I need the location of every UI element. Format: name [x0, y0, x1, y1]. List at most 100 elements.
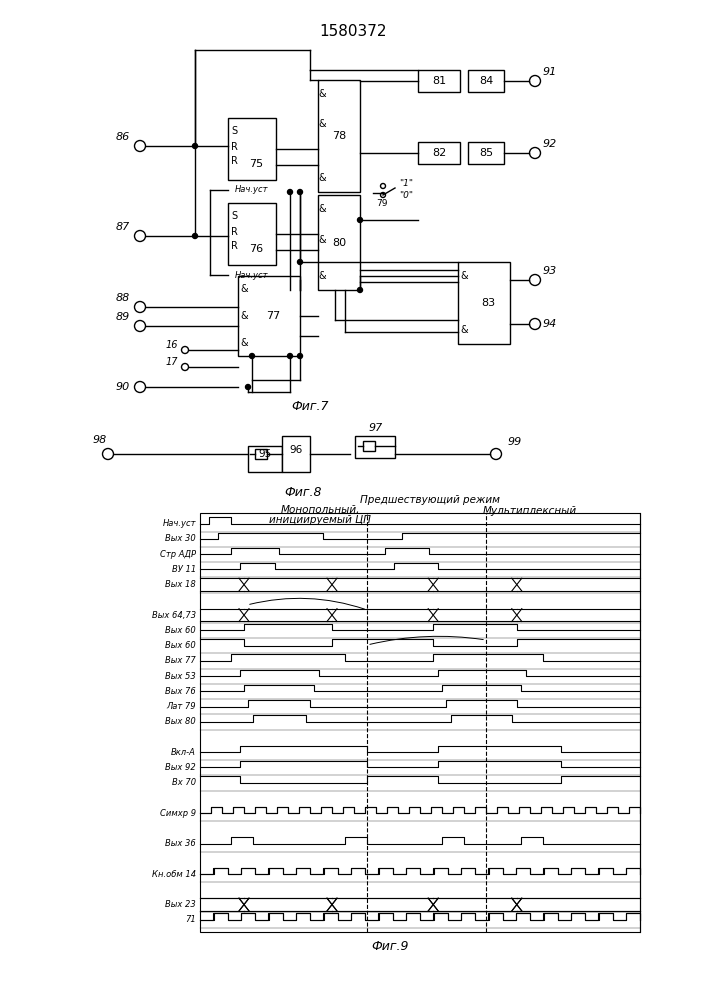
- Bar: [418, 70, 460, 92]
- Text: R: R: [230, 241, 238, 251]
- Text: 96: 96: [289, 445, 303, 455]
- Bar: [468, 142, 504, 164]
- Bar: [458, 262, 510, 344]
- Text: 71: 71: [185, 915, 196, 924]
- Text: Стр АДР: Стр АДР: [160, 550, 196, 559]
- Bar: [282, 436, 310, 472]
- Bar: [255, 449, 267, 459]
- Text: 76: 76: [249, 244, 263, 254]
- Text: &: &: [240, 284, 248, 294]
- Text: Вх 70: Вх 70: [172, 778, 196, 787]
- Text: Вых 23: Вых 23: [165, 900, 196, 909]
- Circle shape: [298, 354, 303, 359]
- Text: Нач.уст: Нач.уст: [235, 186, 269, 194]
- Text: Нач.уст: Нач.уст: [163, 519, 196, 528]
- Text: &: &: [318, 173, 326, 183]
- Text: Фиг.8: Фиг.8: [284, 486, 322, 498]
- Text: 1580372: 1580372: [320, 24, 387, 39]
- Text: 99: 99: [508, 437, 522, 447]
- Text: 88: 88: [116, 293, 130, 303]
- Text: &: &: [318, 235, 326, 245]
- Text: &: &: [318, 119, 326, 129]
- Text: 87: 87: [116, 222, 130, 232]
- Text: 16: 16: [165, 340, 178, 350]
- Bar: [248, 446, 282, 472]
- Circle shape: [288, 190, 293, 194]
- Text: Вых 36: Вых 36: [165, 839, 196, 848]
- Text: R: R: [230, 142, 238, 152]
- Text: 94: 94: [543, 319, 557, 329]
- Text: Вых 77: Вых 77: [165, 656, 196, 665]
- Circle shape: [288, 354, 293, 359]
- Text: Вых 30: Вых 30: [165, 534, 196, 543]
- Bar: [200, 513, 640, 932]
- Text: 85: 85: [479, 148, 493, 158]
- Circle shape: [298, 259, 303, 264]
- Text: Вых 60: Вых 60: [165, 641, 196, 650]
- Circle shape: [250, 354, 255, 359]
- Text: 93: 93: [543, 266, 557, 276]
- Text: Мультиплексный: Мультиплексный: [483, 506, 577, 516]
- Text: Вых 80: Вых 80: [165, 717, 196, 726]
- Text: Вкл-А: Вкл-А: [171, 748, 196, 757]
- Bar: [418, 142, 460, 164]
- Bar: [238, 276, 300, 356]
- Circle shape: [358, 288, 363, 292]
- Text: S: S: [231, 211, 237, 221]
- Text: &: &: [240, 338, 248, 348]
- Circle shape: [192, 143, 197, 148]
- Text: 84: 84: [479, 76, 493, 86]
- Text: инициируемый ЦП: инициируемый ЦП: [269, 515, 371, 525]
- Text: Вых 76: Вых 76: [165, 687, 196, 696]
- Text: Кн.обм 14: Кн.обм 14: [152, 870, 196, 879]
- Text: "0": "0": [399, 190, 413, 200]
- Bar: [318, 80, 360, 192]
- Text: Вых 18: Вых 18: [165, 580, 196, 589]
- Text: R: R: [230, 227, 238, 237]
- Text: 81: 81: [432, 76, 446, 86]
- Text: 92: 92: [543, 139, 557, 149]
- Text: Нач.уст: Нач.уст: [235, 270, 269, 279]
- Text: "1": "1": [399, 178, 413, 188]
- Text: 86: 86: [116, 132, 130, 142]
- Bar: [228, 118, 276, 180]
- Circle shape: [245, 384, 250, 389]
- Text: ВУ 11: ВУ 11: [172, 565, 196, 574]
- Text: 17: 17: [165, 357, 178, 367]
- Text: 77: 77: [266, 311, 280, 321]
- Text: Симхр 9: Симхр 9: [160, 809, 196, 818]
- Text: Фиг.7: Фиг.7: [291, 400, 329, 414]
- Bar: [363, 441, 375, 451]
- Text: 97: 97: [369, 423, 383, 433]
- Text: Вых 60: Вых 60: [165, 626, 196, 635]
- Text: 75: 75: [249, 159, 263, 169]
- Text: 91: 91: [543, 67, 557, 77]
- Text: 90: 90: [116, 382, 130, 392]
- Bar: [355, 436, 395, 458]
- Text: &: &: [318, 89, 326, 99]
- Text: 82: 82: [432, 148, 446, 158]
- Text: Вых 64,73: Вых 64,73: [152, 611, 196, 620]
- Circle shape: [358, 218, 363, 223]
- Text: 98: 98: [93, 435, 107, 445]
- Text: 78: 78: [332, 131, 346, 141]
- Text: 80: 80: [332, 237, 346, 247]
- Text: R: R: [230, 156, 238, 166]
- Text: &: &: [318, 204, 326, 214]
- Text: &: &: [318, 271, 326, 281]
- Text: S: S: [231, 126, 237, 136]
- Circle shape: [192, 233, 197, 238]
- Text: Предшествующий режим: Предшествующий режим: [360, 495, 500, 505]
- Bar: [468, 70, 504, 92]
- Text: 89: 89: [116, 312, 130, 322]
- Text: 83: 83: [481, 298, 495, 308]
- Text: &: &: [240, 311, 248, 321]
- Circle shape: [298, 190, 303, 194]
- Text: Монопольный,: Монопольный,: [280, 505, 360, 515]
- Text: Фиг.9: Фиг.9: [371, 940, 409, 954]
- Text: Вых 92: Вых 92: [165, 763, 196, 772]
- Text: &: &: [460, 325, 468, 335]
- Bar: [318, 195, 360, 290]
- Bar: [228, 203, 276, 265]
- Text: 95: 95: [258, 449, 271, 459]
